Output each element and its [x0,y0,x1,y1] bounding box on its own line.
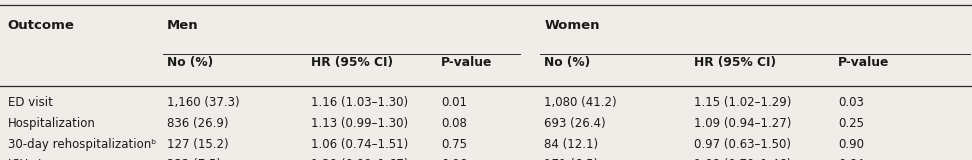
Text: 693 (26.4): 693 (26.4) [544,117,606,130]
Text: 30-day rehospitalizationᵇ: 30-day rehospitalizationᵇ [8,138,156,151]
Text: 127 (15.2): 127 (15.2) [167,138,228,151]
Text: 232 (7.5): 232 (7.5) [167,158,222,160]
Text: 0.75: 0.75 [441,138,468,151]
Text: 1.29 (0.99–1.67): 1.29 (0.99–1.67) [311,158,408,160]
Text: ED visit: ED visit [8,96,52,109]
Text: 1.08 (0.79–1.46): 1.08 (0.79–1.46) [694,158,791,160]
Text: 0.06: 0.06 [441,158,468,160]
Text: 171 (6.5): 171 (6.5) [544,158,599,160]
Text: HR (95% CI): HR (95% CI) [694,56,776,69]
Text: ICU stay: ICU stay [8,158,56,160]
Text: 0.01: 0.01 [441,96,468,109]
Text: 1.16 (1.03–1.30): 1.16 (1.03–1.30) [311,96,408,109]
Text: 84 (12.1): 84 (12.1) [544,138,599,151]
Text: 0.08: 0.08 [441,117,468,130]
Text: 1.13 (0.99–1.30): 1.13 (0.99–1.30) [311,117,408,130]
Text: 0.64: 0.64 [838,158,864,160]
Text: 1,080 (41.2): 1,080 (41.2) [544,96,617,109]
Text: 0.90: 0.90 [838,138,864,151]
Text: P-value: P-value [838,56,889,69]
Text: 0.25: 0.25 [838,117,864,130]
Text: Hospitalization: Hospitalization [8,117,95,130]
Text: 1,160 (37.3): 1,160 (37.3) [167,96,240,109]
Text: 1.15 (1.02–1.29): 1.15 (1.02–1.29) [694,96,791,109]
Text: P-value: P-value [441,56,493,69]
Text: No (%): No (%) [544,56,590,69]
Text: HR (95% CI): HR (95% CI) [311,56,393,69]
Text: 1.09 (0.94–1.27): 1.09 (0.94–1.27) [694,117,791,130]
Text: 0.97 (0.63–1.50): 0.97 (0.63–1.50) [694,138,791,151]
Text: Men: Men [167,19,199,32]
Text: Women: Women [544,19,600,32]
Text: 0.03: 0.03 [838,96,864,109]
Text: 1.06 (0.74–1.51): 1.06 (0.74–1.51) [311,138,408,151]
Text: 836 (26.9): 836 (26.9) [167,117,228,130]
Text: Outcome: Outcome [8,19,75,32]
Text: No (%): No (%) [167,56,213,69]
